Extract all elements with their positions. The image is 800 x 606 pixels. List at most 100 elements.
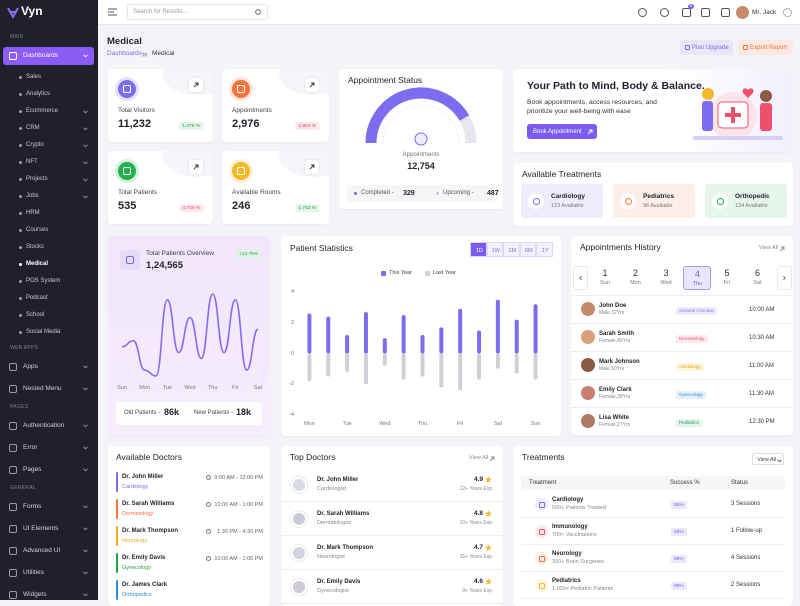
x-tick-label: Tue	[342, 421, 352, 427]
nav-item[interactable]: Dashboards	[3, 47, 94, 65]
graphic	[83, 178, 88, 182]
date-cell[interactable]: 5 Fri	[713, 266, 741, 290]
range-tab[interactable]: 1D	[470, 242, 487, 257]
nav-subitem[interactable]: School	[3, 307, 94, 324]
section-label: MAIN	[10, 34, 24, 40]
patients-overview-card: Total Patients Overview 1,24,565 +12.75% Su…	[108, 236, 270, 436]
nav-item[interactable]: UI Elements	[3, 520, 94, 538]
rating-star	[485, 510, 492, 517]
bar	[495, 299, 500, 354]
treatment-status: 1 Follow-up	[731, 527, 763, 534]
user-avatar[interactable]	[736, 6, 749, 19]
doctor-time: 9:00 AM - 12:00 PM	[214, 474, 263, 481]
nav-bullet	[19, 93, 22, 96]
patient-statistics-card: Patient Statistics 1D 1W 1M 6M 1Y This Year Las…	[281, 236, 561, 436]
doctor-name: Dr. Emily Davis	[122, 555, 166, 561]
doctor-time: 1:30 PM - 4:30 PM	[217, 528, 263, 535]
nav-subitem[interactable]: Courses	[3, 222, 94, 239]
header-icon[interactable]	[721, 8, 730, 17]
date-cell[interactable]: 4 Thu	[682, 266, 711, 290]
doctor-experience: 10+ Years Exp	[459, 520, 492, 526]
date-prev[interactable]	[573, 266, 588, 290]
date-cell[interactable]: 3 Wed	[652, 266, 680, 290]
nav-subitem[interactable]: Stocks	[3, 239, 94, 256]
stat-icon	[118, 80, 136, 98]
doctor-row: Dr. John Miller Cardiologist 4.9 12+ Years …	[281, 468, 503, 502]
x-tick-label: Fri	[232, 385, 239, 391]
treatment-tile[interactable]: Pediatrics 96 Available	[613, 184, 695, 218]
search-box[interactable]: Search for Results...	[127, 4, 268, 20]
treatment-glyph	[538, 501, 545, 508]
nav-item[interactable]: Advanced UI	[3, 542, 94, 560]
stat-label: Total Patients	[118, 189, 158, 196]
header-icon[interactable]	[701, 8, 710, 17]
appointment-row: Sarah Smith Female,45Yrs Dermatology 10:30 …	[571, 324, 793, 352]
stat-link[interactable]	[305, 78, 319, 92]
stat-value: 246	[232, 200, 251, 212]
stat-change: 1.752 %	[295, 204, 319, 213]
nav-sublabel: Medical	[26, 261, 49, 267]
appointment-status-card: Appointment Status Appointments 12,754 Comp…	[339, 69, 503, 209]
nav-item[interactable]: Utilities	[3, 564, 94, 582]
nav-item[interactable]: Apps	[3, 358, 94, 376]
nav-subitem[interactable]: Projects	[3, 171, 94, 188]
promo-button[interactable]: Book Appointment	[527, 124, 597, 139]
stat-link[interactable]	[189, 78, 203, 92]
date-next[interactable]	[777, 266, 792, 290]
button-label: Export Report	[750, 44, 788, 51]
date-cell[interactable]: 6 Sat	[744, 266, 772, 290]
date-day: Wed	[660, 280, 672, 286]
stat-link[interactable]	[305, 160, 319, 174]
nav-subitem[interactable]: Crypto	[3, 137, 94, 154]
nav-item[interactable]: Error	[3, 439, 94, 457]
graphic	[579, 275, 582, 281]
nav-item[interactable]: Authentication	[3, 417, 94, 435]
card-decoration	[163, 69, 213, 95]
range-tab[interactable]: 1Y	[536, 242, 553, 257]
nav-icon	[9, 385, 17, 393]
nav-item[interactable]: Nested Menu	[3, 380, 94, 398]
range-tab[interactable]: 1W	[486, 242, 503, 257]
doctor-experience: 9+ Years Exp	[462, 588, 492, 594]
stat-link[interactable]	[189, 160, 203, 174]
treatment-name: Neurology	[552, 551, 582, 557]
header-icon[interactable]	[660, 8, 669, 17]
graphic	[365, 87, 477, 146]
legend-swatch	[425, 271, 430, 276]
nav-subitem[interactable]: Jobs	[3, 188, 94, 205]
nav-subitem[interactable]: Sales	[3, 69, 94, 86]
treatment-name: Cardiology	[552, 497, 584, 503]
chevron-icon	[579, 275, 582, 281]
nav-subitem[interactable]: POS System	[3, 273, 94, 290]
range-tab[interactable]: 6M	[519, 242, 536, 257]
settings-icon[interactable]	[783, 8, 792, 17]
nav-subitem[interactable]: HRM	[3, 205, 94, 222]
nav-item[interactable]: Pages	[3, 461, 94, 479]
nav-subitem[interactable]: Medical	[3, 256, 94, 273]
action-button[interactable]: Plan Upgrade	[680, 40, 733, 55]
date-cell[interactable]: 1 Sun	[591, 266, 619, 290]
header-icon[interactable]	[682, 8, 691, 17]
date-number: 3	[663, 267, 669, 278]
treatment-tile[interactable]: Orthopedic 134 Available	[705, 184, 787, 218]
legend-label: This Year	[389, 270, 412, 276]
doctor-row: Dr. Emily Davis Gynecologist 4.6 9+ Years E…	[281, 570, 503, 604]
action-button[interactable]: Export Report	[738, 40, 793, 55]
nav-subitem[interactable]: CRM	[3, 120, 94, 137]
nav-subitem[interactable]: Ecommerce	[3, 103, 94, 120]
range-tab[interactable]: 1M	[503, 242, 520, 257]
nav-subitem[interactable]: Analytics	[3, 86, 94, 103]
x-tick-label: Sat	[493, 421, 503, 427]
header-icon[interactable]	[638, 8, 647, 17]
nav-subitem[interactable]: NFT	[3, 154, 94, 171]
bar	[307, 313, 312, 354]
nav-subitem[interactable]: Podcast	[3, 290, 94, 307]
nav-subitem[interactable]: Social Media	[3, 324, 94, 341]
nav-item[interactable]: Forms	[3, 498, 94, 516]
nav-sublabel: HRM	[26, 210, 40, 216]
date-cell[interactable]: 2 Mon	[622, 266, 650, 290]
chevron-icon	[83, 571, 88, 575]
nav-item[interactable]: Widgets	[3, 586, 94, 604]
treatment-tile[interactable]: Cardiology 123 Available	[521, 184, 603, 218]
view-all-button[interactable]: View All	[752, 453, 784, 465]
